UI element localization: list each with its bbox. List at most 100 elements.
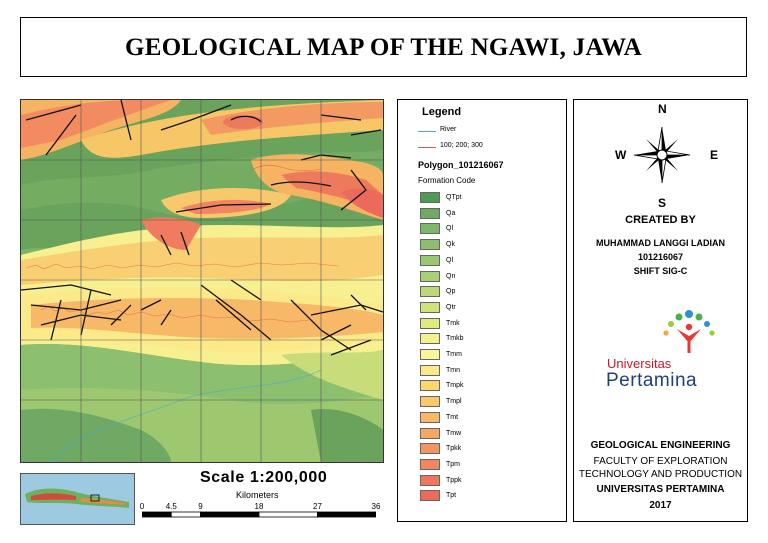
fault — [320, 114, 382, 136]
kendeng-north-flank — [21, 235, 383, 285]
graticule — [21, 100, 383, 462]
legend-swatch — [420, 474, 440, 486]
legend-unit-code: Qp — [446, 288, 456, 296]
scale-segment — [258, 511, 318, 518]
faculty-line-2: TECHNOLOGY AND PRODUCTION — [578, 469, 743, 480]
east-fold-core — [341, 188, 383, 218]
legend-swatch — [420, 458, 440, 470]
legend-swatch — [420, 396, 440, 408]
map-frame[interactable] — [20, 99, 384, 463]
compass-w: W — [615, 148, 627, 162]
kendeng-faulted-zone — [31, 297, 383, 339]
southeast-lobe — [281, 350, 383, 400]
north-ridge-1-core — [21, 100, 171, 148]
southeast-volcanic — [311, 409, 383, 462]
scale-tick-label: 27 — [313, 502, 322, 511]
legend-unit-code: QTpt — [446, 194, 462, 201]
legend-contour-label: 100; 200; 300 — [440, 142, 483, 149]
legend-swatch — [420, 286, 440, 298]
legend-swatch — [420, 411, 440, 423]
legend-swatch — [420, 317, 440, 329]
legend-swatch — [420, 223, 440, 235]
polygon-layer-name: Polygon_101216067 — [418, 160, 504, 170]
created-by-label: CREATED BY — [625, 214, 696, 226]
scale-segment — [317, 511, 376, 518]
north-dome — [223, 115, 263, 129]
legend-unit-code: Tmt — [446, 413, 459, 421]
geology-map — [21, 100, 383, 462]
map-title: GEOLOGICAL MAP OF THE NGAWI, JAWA — [125, 34, 642, 61]
legend-unit-code: Ql — [446, 256, 453, 264]
university-logo-icon — [663, 310, 715, 353]
inset-map — [20, 473, 135, 525]
legend-swatch — [420, 333, 440, 345]
legend-unit-code: Tpt — [446, 492, 457, 500]
fault — [120, 100, 132, 141]
legend-unit-code: Qn — [446, 272, 456, 280]
contour-line-3 — [250, 165, 322, 172]
legend-unit-code: Tmw — [446, 429, 462, 437]
legend-unit-code: Tpm — [446, 460, 460, 468]
legend-swatch — [420, 427, 440, 439]
legend-unit-code: Qtr — [446, 303, 456, 311]
scale-segment — [170, 511, 201, 518]
author-id: 101216067 — [637, 252, 684, 262]
compass-s: S — [658, 196, 667, 210]
legend-river-label: River — [440, 126, 457, 133]
legend-unit-code: Tmm — [446, 351, 462, 358]
compass-e: E — [710, 148, 719, 162]
scale-tick-label: 36 — [371, 502, 381, 511]
compass-rose-icon — [633, 126, 691, 184]
legend-unit-code: Tmpl — [446, 398, 462, 406]
logo-text-universitas: Universitas — [607, 356, 672, 371]
legend-swatch — [420, 239, 440, 251]
legend-unit-code: Tpkk — [446, 445, 462, 453]
compass-n: N — [658, 102, 667, 116]
author-name: MUHAMMAD LANGGI LADIAN — [596, 238, 725, 248]
scale-tick-label: 4.5 — [165, 502, 177, 511]
southwest-alluvium — [21, 408, 171, 462]
title-box: GEOLOGICAL MAP OF THE NGAWI, JAWA — [20, 17, 747, 77]
legend-unit-code: Ql — [446, 225, 453, 233]
contour-line-icon — [418, 147, 436, 148]
east-java — [81, 498, 126, 505]
fault — [140, 294, 372, 356]
scale-label: Scale 1:200,000 — [200, 469, 328, 486]
scale-segment — [200, 511, 260, 518]
year: 2017 — [649, 500, 672, 511]
fault — [45, 114, 77, 156]
fault-lines — [21, 100, 383, 356]
scale-tick-label: 9 — [198, 502, 203, 511]
university-name: UNIVERSITAS PERTAMINA — [596, 484, 725, 495]
legend-unit-code: Qa — [446, 209, 456, 217]
legend-swatch — [420, 207, 440, 219]
contour-line-1 — [40, 305, 310, 323]
fault — [25, 104, 82, 121]
legend-unit-code: Tmk — [446, 319, 460, 327]
fault — [230, 115, 262, 123]
inset-locator — [90, 494, 100, 502]
legend-title: Legend — [422, 106, 462, 118]
legend-swatch — [420, 301, 440, 313]
fault — [175, 203, 272, 213]
legend-swatch — [420, 490, 440, 502]
legend-swatch — [420, 349, 440, 360]
shift-label: SHIFT SIG-C — [633, 266, 688, 276]
legend-swatch — [420, 443, 440, 455]
info-panel: N S E W CREATED BY MUHAMMAD LANGGI LADIA… — [573, 99, 748, 522]
legend-swatch — [420, 254, 440, 266]
logo-text-pertamina: Pertamina — [606, 370, 698, 391]
scale-tick-label: 0 — [139, 502, 145, 511]
formation-field-label: Formation Code — [418, 176, 476, 185]
scale-tick-label: 18 — [254, 502, 264, 511]
central-fold-core — [181, 199, 271, 214]
scale-bar — [142, 511, 376, 518]
kendeng-red-outcrop — [141, 217, 201, 250]
legend-unit-code: Qk — [446, 241, 455, 249]
legend-unit-code: Tmkb — [446, 335, 464, 343]
scale-segment — [142, 511, 172, 518]
river-line-icon — [418, 131, 436, 132]
fault — [160, 231, 190, 256]
legend-swatch — [420, 192, 440, 203]
scale-units: Kilometers — [236, 490, 279, 500]
